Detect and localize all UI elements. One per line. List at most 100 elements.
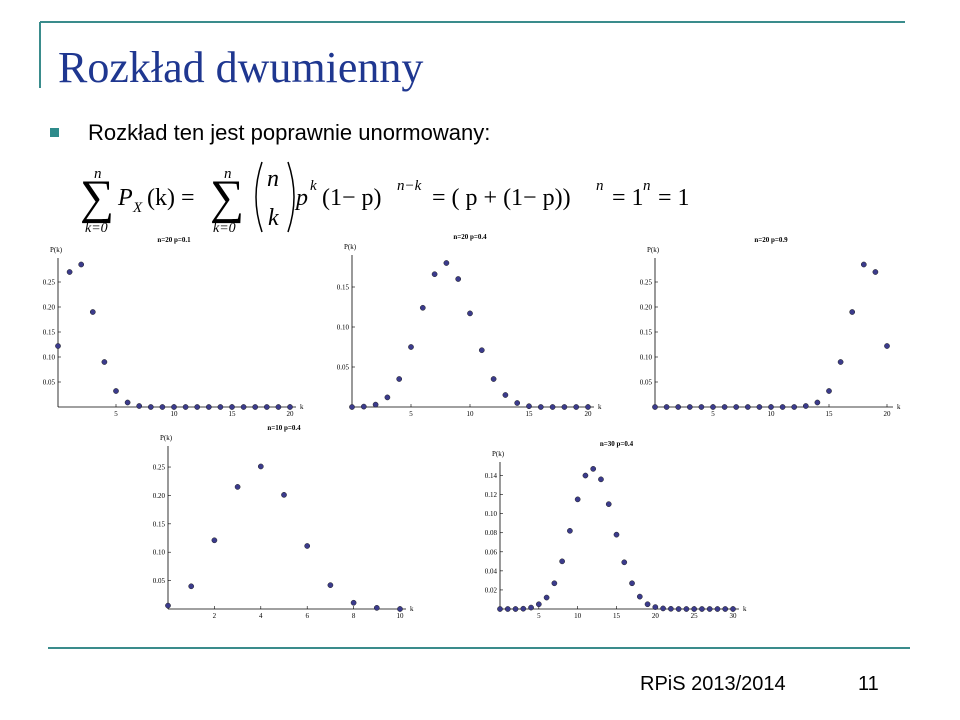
y-tick-label: 0.25	[153, 464, 166, 472]
x-tick-label: 10	[574, 612, 582, 620]
formula-sup: n	[643, 178, 651, 194]
y-tick-label: 0.06	[485, 548, 498, 556]
data-point	[159, 404, 166, 410]
data-point	[194, 404, 201, 410]
data-point	[837, 359, 844, 365]
data-point	[660, 605, 666, 612]
data-point	[698, 404, 705, 410]
data-point	[478, 347, 485, 354]
data-point	[147, 404, 154, 410]
data-point	[373, 605, 380, 611]
data-point	[281, 492, 287, 498]
paren	[287, 161, 295, 233]
data-point	[234, 484, 241, 490]
data-point	[384, 394, 391, 401]
data-point	[860, 261, 867, 268]
y-tick-label: 0.20	[153, 492, 166, 500]
x-axis-label: k	[598, 403, 602, 411]
y-axis-label: P(k)	[492, 450, 505, 458]
sum-top: n	[94, 166, 102, 182]
x-axis-label: k	[410, 605, 414, 613]
data-point	[526, 403, 532, 410]
data-point	[211, 537, 218, 544]
data-point	[419, 304, 426, 311]
data-point	[722, 606, 729, 612]
x-tick-label: 5	[711, 410, 715, 418]
x-tick-label: 20	[884, 410, 892, 418]
x-tick-label: 15	[229, 410, 237, 418]
data-point	[520, 605, 527, 612]
chart-title: n=20 p=0.9	[754, 236, 788, 244]
y-tick-label: 0.04	[485, 567, 498, 575]
data-point	[644, 601, 651, 608]
y-tick-label: 0.08	[485, 529, 498, 537]
data-point	[744, 404, 751, 410]
formula-sub: X	[132, 200, 143, 216]
formula-text: = 1	[612, 185, 644, 211]
data-point	[710, 404, 716, 410]
data-point	[849, 309, 856, 315]
formula-sup: k	[310, 178, 317, 194]
data-point	[605, 501, 612, 507]
data-point	[814, 399, 821, 406]
x-tick-label: 4	[259, 612, 263, 620]
formula-text: p	[294, 185, 308, 211]
data-point	[826, 388, 832, 394]
data-point	[408, 344, 414, 350]
y-tick-label: 0.05	[337, 364, 350, 372]
sum-symbol: ∑	[210, 171, 244, 224]
data-point	[124, 399, 131, 406]
formula-sup: n−k	[397, 178, 422, 194]
data-point	[779, 404, 786, 410]
data-point	[165, 602, 171, 609]
data-point	[188, 583, 195, 590]
data-point	[229, 404, 235, 410]
footer-course: RPiS 2013/2014	[640, 673, 786, 695]
data-point	[872, 269, 879, 275]
x-tick-label: 5	[537, 612, 541, 620]
x-tick-label: 10	[768, 410, 776, 418]
data-point	[467, 310, 473, 317]
data-point	[397, 606, 403, 612]
y-axis-label: P(k)	[160, 434, 173, 442]
data-point	[431, 271, 438, 278]
x-tick-label: 25	[691, 612, 699, 620]
data-point	[443, 260, 450, 266]
y-tick-label: 0.14	[485, 472, 498, 480]
y-tick-label: 0.12	[485, 491, 498, 499]
y-tick-label: 0.20	[640, 304, 653, 312]
data-point	[559, 558, 565, 565]
x-tick-label: 5	[409, 410, 413, 418]
data-point	[136, 403, 143, 409]
data-point	[714, 606, 721, 612]
x-tick-label: 5	[114, 410, 118, 418]
data-point	[699, 606, 705, 612]
y-axis-label: P(k)	[50, 246, 63, 254]
data-point	[652, 404, 658, 410]
data-point	[582, 472, 589, 479]
data-point	[55, 343, 61, 349]
data-point	[675, 404, 682, 410]
y-tick-label: 0.02	[485, 586, 498, 594]
data-point	[113, 388, 119, 394]
data-point	[621, 559, 628, 566]
data-point	[257, 463, 264, 470]
x-axis-label: k	[300, 403, 304, 411]
data-point	[733, 404, 740, 410]
data-point	[768, 404, 774, 410]
sum-top: n	[224, 166, 232, 182]
x-tick-label: 20	[287, 410, 295, 418]
chart-title: n=20 p=0.4	[453, 233, 487, 241]
y-tick-label: 0.05	[640, 379, 653, 387]
data-point	[217, 404, 224, 410]
data-point	[567, 527, 573, 534]
data-point	[691, 606, 698, 612]
data-point	[613, 531, 620, 538]
x-tick-label: 8	[352, 612, 356, 620]
y-tick-label: 0.10	[43, 354, 56, 362]
data-point	[504, 606, 511, 612]
data-point	[182, 404, 189, 410]
data-point	[543, 594, 550, 601]
data-point	[686, 404, 693, 410]
